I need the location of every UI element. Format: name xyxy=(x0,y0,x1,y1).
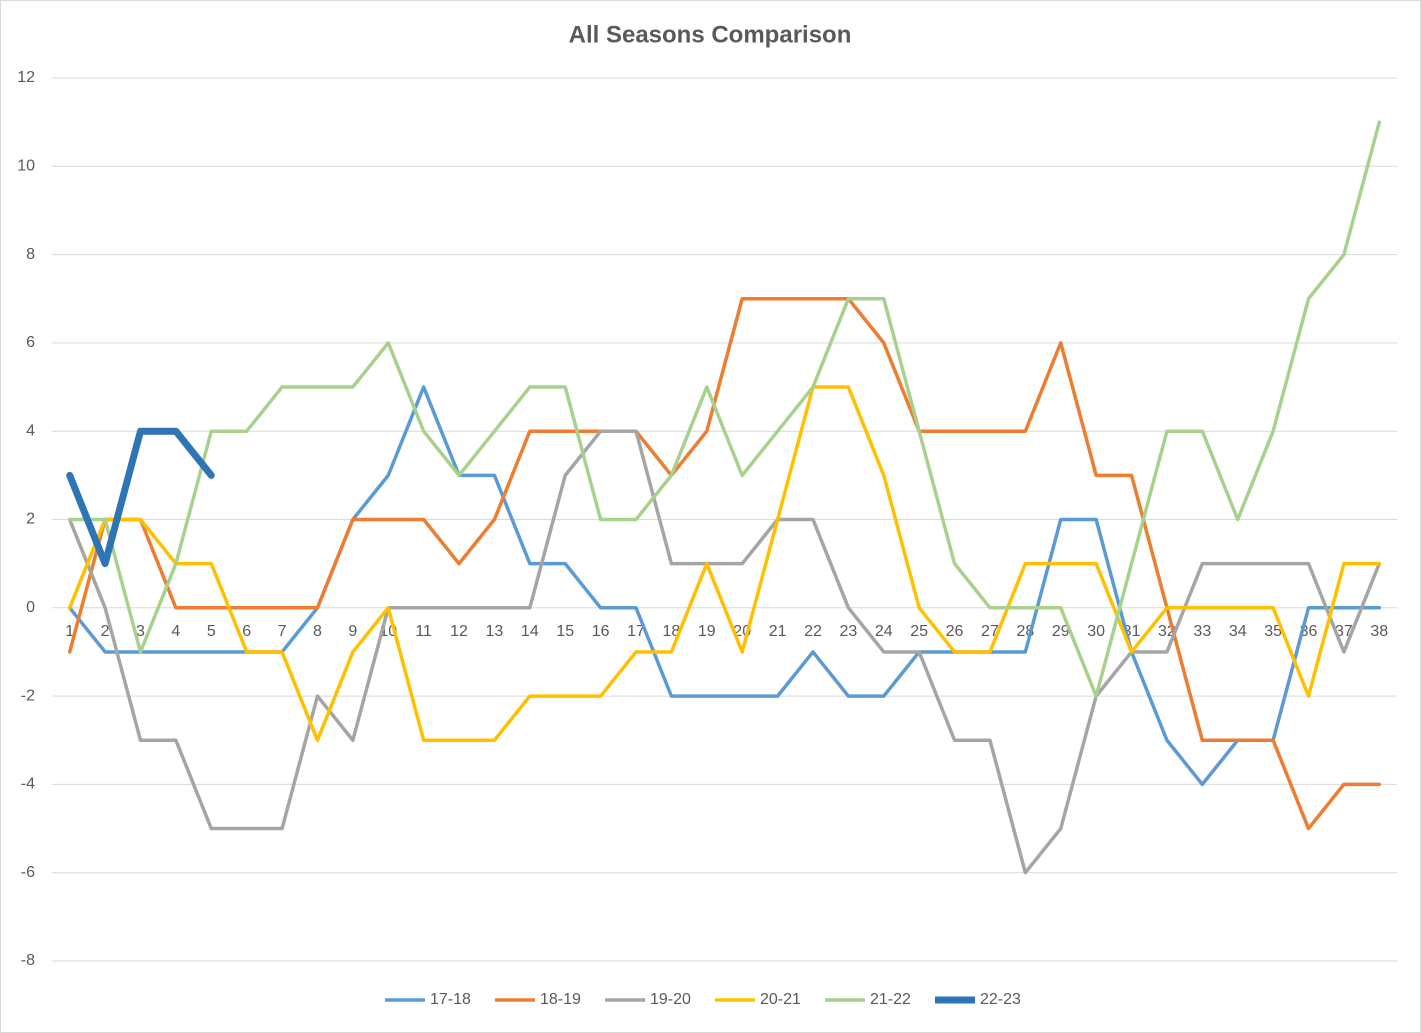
x-tick-label: 30 xyxy=(1087,623,1105,640)
y-tick-label: 2 xyxy=(26,511,35,528)
legend-label: 18-19 xyxy=(540,991,581,1008)
x-tick-label: 5 xyxy=(207,623,216,640)
x-tick-label: 37 xyxy=(1335,623,1353,640)
x-tick-label: 17 xyxy=(627,623,645,640)
x-tick-label: 14 xyxy=(521,623,539,640)
y-tick-label: -2 xyxy=(21,687,35,704)
legend-label: 19-20 xyxy=(650,991,691,1008)
y-tick-label: -6 xyxy=(21,864,35,881)
series-line xyxy=(66,427,215,568)
legend-label: 20-21 xyxy=(760,991,801,1008)
y-tick-label: 12 xyxy=(17,69,35,86)
series-line xyxy=(67,120,1382,698)
y-tick-label: 4 xyxy=(26,422,35,439)
y-tick-label: 0 xyxy=(26,599,35,616)
chart-title: All Seasons Comparison xyxy=(569,21,852,48)
x-tick-label: 16 xyxy=(592,623,610,640)
x-tick-label: 6 xyxy=(242,623,251,640)
x-tick-label: 1 xyxy=(65,623,74,640)
y-tick-label: -4 xyxy=(21,776,35,793)
x-tick-label: 23 xyxy=(839,623,857,640)
x-tick-label: 35 xyxy=(1264,623,1282,640)
x-tick-label: 29 xyxy=(1052,623,1070,640)
series-line xyxy=(67,385,1382,787)
y-tick-label: -8 xyxy=(21,952,35,969)
x-tick-label: 38 xyxy=(1370,623,1388,640)
legend-label: 21-22 xyxy=(870,991,911,1008)
x-tick-label: 26 xyxy=(946,623,964,640)
x-tick-label: 18 xyxy=(663,623,681,640)
legend-label: 22-23 xyxy=(980,991,1021,1008)
x-tick-label: 19 xyxy=(698,623,716,640)
x-tick-label: 33 xyxy=(1193,623,1211,640)
y-tick-label: 6 xyxy=(26,334,35,351)
x-tick-label: 22 xyxy=(804,623,822,640)
x-tick-label: 12 xyxy=(450,623,468,640)
y-tick-label: 8 xyxy=(26,246,35,263)
series-line xyxy=(67,297,1382,831)
x-tick-label: 9 xyxy=(348,623,357,640)
series-line xyxy=(67,385,1382,742)
x-tick-label: 11 xyxy=(415,623,432,640)
x-tick-label: 27 xyxy=(981,623,999,640)
x-tick-label: 25 xyxy=(910,623,928,640)
x-tick-label: 34 xyxy=(1229,623,1247,640)
series-line xyxy=(67,429,1382,875)
x-tick-label: 21 xyxy=(769,623,787,640)
x-tick-label: 13 xyxy=(486,623,504,640)
x-tick-label: 2 xyxy=(101,623,110,640)
y-tick-label: 10 xyxy=(17,158,35,175)
x-tick-label: 3 xyxy=(136,623,145,640)
legend-label: 17-18 xyxy=(430,991,471,1008)
x-tick-label: 7 xyxy=(278,623,287,640)
x-tick-label: 24 xyxy=(875,623,893,640)
x-tick-label: 8 xyxy=(313,623,322,640)
x-tick-label: 4 xyxy=(171,623,180,640)
x-tick-label: 15 xyxy=(556,623,574,640)
